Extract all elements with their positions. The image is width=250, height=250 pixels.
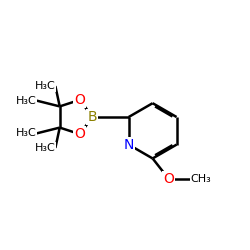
Text: O: O: [163, 172, 174, 186]
Text: H₃C: H₃C: [34, 81, 55, 91]
Text: H₃C: H₃C: [16, 128, 36, 138]
Text: O: O: [74, 93, 85, 107]
Text: H₃C: H₃C: [34, 143, 55, 153]
Text: N: N: [124, 138, 134, 152]
Text: O: O: [74, 127, 85, 141]
Text: B: B: [88, 110, 97, 124]
Text: CH₃: CH₃: [190, 174, 211, 184]
Text: H₃C: H₃C: [16, 96, 36, 106]
